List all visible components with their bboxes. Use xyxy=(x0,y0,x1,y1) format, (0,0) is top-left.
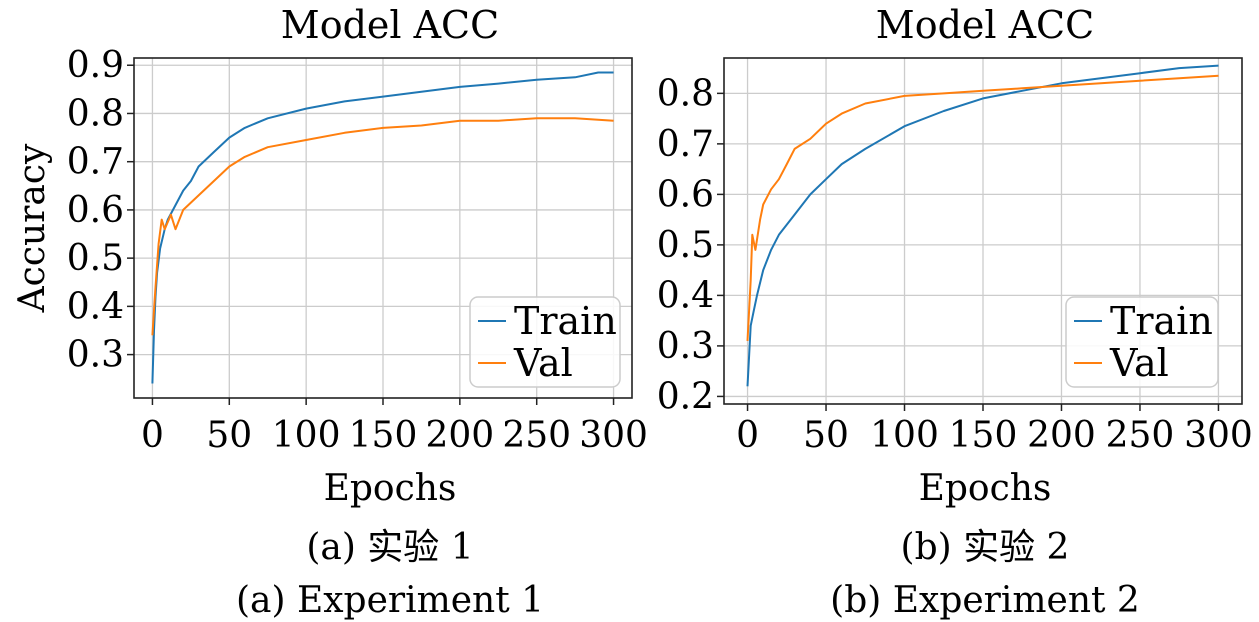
caption-chinese: (a) 实验 1 xyxy=(306,527,473,568)
y-tick-label: 0.4 xyxy=(67,286,124,327)
series-line-val xyxy=(746,74,1219,341)
chart-1: Model ACC 0 50 100 150 200 250 300 0.3 0.4 0.5 0.6 0… xyxy=(12,3,648,621)
legend-box xyxy=(469,296,621,388)
x-tick-label: 50 xyxy=(206,415,252,456)
y-tick-label: 0.3 xyxy=(67,335,124,376)
x-tick-label: 0 xyxy=(141,415,164,456)
y-tick-label: 0.6 xyxy=(67,190,124,231)
caption-english: (a) Experiment 1 xyxy=(236,580,544,621)
series-line-val xyxy=(151,117,614,336)
y-tick-label: 0.2 xyxy=(657,376,714,417)
x-tick-label: 200 xyxy=(1027,415,1096,456)
y-tick-label: 0.8 xyxy=(67,93,124,134)
x-tick-label: 150 xyxy=(349,415,418,456)
y-tick-label: 0.9 xyxy=(67,45,124,86)
legend-label-train: Train xyxy=(514,299,617,343)
x-tick-label: 50 xyxy=(803,415,849,456)
y-tick-label: 0.5 xyxy=(67,238,124,279)
x-tick-label: 200 xyxy=(425,415,494,456)
series-line-train xyxy=(746,64,1219,387)
y-tick-label: 0.5 xyxy=(657,225,714,266)
legend-box xyxy=(1065,296,1219,388)
y-tick-label: 0.7 xyxy=(67,142,124,183)
x-tick-label: 300 xyxy=(1184,415,1253,456)
y-tick-label: 0.3 xyxy=(657,326,714,367)
x-tick-label: 100 xyxy=(870,415,939,456)
x-tick-label: 0 xyxy=(736,415,759,456)
y-tick-label: 0.8 xyxy=(657,73,714,114)
y-tick-label: 0.4 xyxy=(657,275,714,316)
x-tick-label: 150 xyxy=(949,415,1018,456)
x-tick-label: 100 xyxy=(272,415,341,456)
chart-title: Model ACC xyxy=(281,3,499,47)
x-axis-label: Epochs xyxy=(324,468,457,509)
y-axis-label: Accuracy xyxy=(12,143,53,313)
x-tick-label: 250 xyxy=(1106,415,1175,456)
series-line-train xyxy=(151,71,614,384)
x-tick-label: 250 xyxy=(502,415,571,456)
x-tick-label: 300 xyxy=(579,415,648,456)
y-tick-label: 0.7 xyxy=(657,124,714,165)
legend-label-val: Val xyxy=(1109,341,1169,385)
caption-english: (b) Experiment 2 xyxy=(830,580,1140,621)
legend-label-train: Train xyxy=(1110,299,1213,343)
legend-label-val: Val xyxy=(513,341,573,385)
grid xyxy=(134,58,632,398)
chart-title: Model ACC xyxy=(876,3,1094,47)
chart-2: Model ACC 0 50 100 150 200 250 300 0.2 0.3 0.4 0.5 0… xyxy=(657,3,1253,621)
x-axis-label: Epochs xyxy=(919,468,1052,509)
y-tick-label: 0.6 xyxy=(657,174,714,215)
caption-chinese: (b) 实验 2 xyxy=(901,527,1070,568)
